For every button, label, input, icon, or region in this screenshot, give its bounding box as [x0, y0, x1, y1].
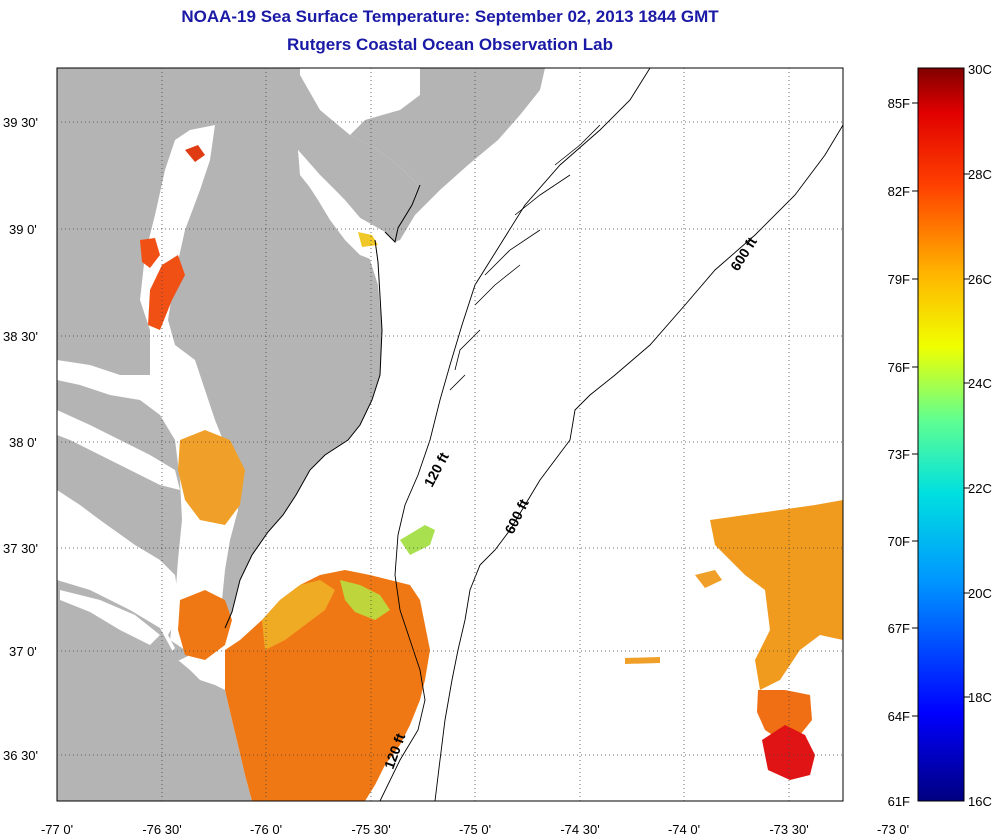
lat-tick-label: 36 30'	[3, 748, 38, 763]
colorbar-celsius-label: 22C	[968, 481, 992, 496]
colorbar-fahrenheit-label: 76F	[888, 360, 910, 375]
sst-patch-green-offshore	[400, 525, 435, 555]
lon-tick-label: -76 30'	[142, 822, 181, 837]
contour-label-120-north: 120 ft	[421, 449, 452, 489]
colorbar-celsius-label: 16C	[968, 794, 992, 809]
sst-patch-east-small	[695, 570, 722, 588]
contour-label-600-north: 600 ft	[727, 234, 760, 274]
sst-patch-dot	[358, 232, 378, 247]
sst-patch-bay-upper	[148, 255, 185, 330]
sst-patch-hot	[762, 725, 815, 780]
sst-patch-east-south	[757, 690, 812, 740]
lon-tick-label: -76 0'	[250, 822, 282, 837]
sst-patch-east	[710, 500, 843, 690]
contour-600ft	[434, 124, 843, 801]
sst-patch-south-yellow	[262, 580, 335, 650]
york-river	[60, 590, 160, 645]
colorbar-fahrenheit-label: 67F	[888, 621, 910, 636]
colorbar-fahrenheit-label: 73F	[888, 447, 910, 462]
coastline-east	[224, 184, 421, 629]
lat-tick-label: 39 0'	[9, 222, 37, 237]
colorbar-celsius-label: 18C	[968, 690, 992, 705]
sst-patch-strip	[625, 657, 660, 664]
lat-tick-label: 37 0'	[9, 644, 37, 659]
colorbar-fahrenheit-label: 82F	[888, 184, 910, 199]
shelf-ridges	[449, 124, 601, 391]
colorbar-celsius-label: 28C	[968, 167, 992, 182]
colorbar-fahrenheit-label: 61F	[888, 794, 910, 809]
map-subtitle: Rutgers Coastal Ocean Observation Lab	[287, 35, 613, 54]
colorbar-fahrenheit-label: 85F	[888, 96, 910, 111]
lon-tick-label: -73 30'	[769, 822, 808, 837]
lon-tick-label: -74 0'	[668, 822, 700, 837]
sst-patch-south-green	[340, 580, 390, 620]
delaware-bay	[298, 150, 378, 262]
lat-tick-label: 39 30'	[3, 115, 38, 130]
potomac-river	[57, 410, 180, 490]
lon-tick-label: -77 0'	[41, 822, 73, 837]
colorbar-celsius-label: 20C	[968, 586, 992, 601]
lon-tick-label: -75 30'	[351, 822, 390, 837]
sst-patch-bay-south	[178, 590, 232, 660]
colorbar-celsius-label: 24C	[968, 376, 992, 391]
map-frame	[56, 67, 844, 802]
contour-label-600-south: 600 ft	[501, 496, 532, 536]
colorbar	[917, 67, 965, 802]
lat-tick-label: 38 0'	[9, 435, 37, 450]
map-title: NOAA-19 Sea Surface Temperature: Septemb…	[181, 7, 719, 26]
gridlines	[57, 68, 843, 801]
contour-120ft	[379, 68, 651, 801]
sst-patch-top-river	[185, 145, 205, 162]
colorbar-ticks	[912, 102, 970, 717]
lon-tick-label: -75 0'	[459, 822, 491, 837]
sst-patch-bay-mid	[178, 430, 245, 525]
colorbar-celsius-label: 26C	[968, 272, 992, 287]
colorbar-fahrenheit-label: 79F	[888, 272, 910, 287]
nj-land	[350, 68, 545, 242]
colorbar-fahrenheit-label: 64F	[888, 709, 910, 724]
virginia-land	[57, 580, 252, 801]
lon-tick-label: -73 0'	[877, 822, 909, 837]
lat-tick-label: 38 30'	[3, 329, 38, 344]
lat-tick-label: 37 30'	[3, 541, 38, 556]
colorbar-celsius-label: 30C	[968, 62, 992, 77]
colorbar-fahrenheit-label: 70F	[888, 534, 910, 549]
chesapeake-bay	[57, 125, 238, 650]
lon-tick-label: -74 30'	[560, 822, 599, 837]
sst-patch-bay-top	[140, 238, 160, 268]
delmarva-land	[57, 68, 418, 665]
